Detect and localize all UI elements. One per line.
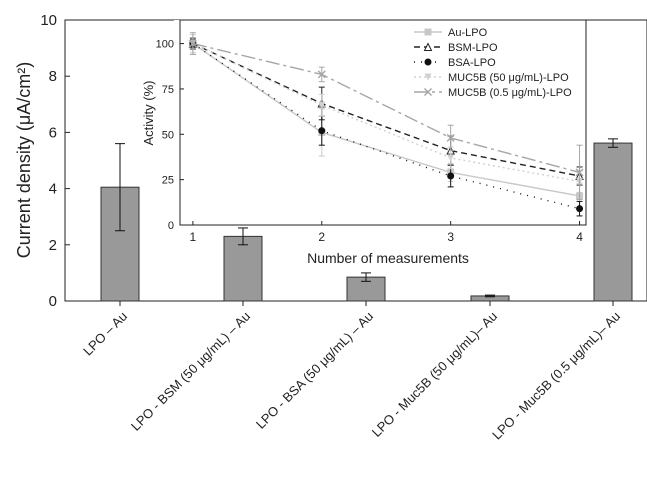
legend-label: MUC5B (50 μg/mL)-LPO (448, 72, 569, 84)
main-x-tick-label: LPO - Muc5B (0.5 μg/mL)– Au (489, 309, 623, 443)
marker-down-triangle (424, 73, 432, 81)
marker-square (424, 28, 432, 36)
bar (593, 142, 633, 302)
marker-x (188, 39, 197, 48)
main-y-tick-label: 8 (49, 68, 57, 85)
main-y-axis: 0 2 4 6 8 10 (40, 12, 70, 310)
marker-circle (576, 205, 584, 213)
marker-x (317, 70, 326, 79)
inset-series (188, 32, 584, 217)
main-x-tick-label: LPO - BSM (50 μg/mL) – Au (128, 309, 253, 434)
inset-y-axis-label: Activity (%) (141, 81, 156, 146)
inset-x-tick-label: 1 (190, 230, 197, 244)
legend-item: MUC5B (50 μg/mL)-LPO (414, 72, 569, 84)
inset-axes: 0 25 50 75 100 1 2 3 4 (156, 39, 584, 244)
inset-x-tick-label: 4 (576, 230, 583, 244)
legend-item: MUC5B (0.5 μg/mL)-LPO (414, 87, 572, 99)
main-y-tick-label: 6 (49, 124, 57, 141)
legend-label: MUC5B (0.5 μg/mL)-LPO (448, 87, 572, 99)
inset-line-chart: 0 25 50 75 100 1 2 3 4 Au-LPO BSM-LPO BSA-LPO MUC5B… (141, 19, 587, 266)
legend-label: BSA-LPO (448, 57, 496, 69)
marker-x (446, 133, 455, 142)
marker-x-stroke (424, 88, 432, 96)
inset-x-tick-label: 3 (447, 230, 454, 244)
main-x-tick-label: LPO – Au (80, 309, 130, 359)
inset-background (174, 20, 586, 225)
legend-label: BSM-LPO (448, 42, 498, 54)
main-y-tick-label: 10 (40, 12, 57, 29)
marker-circle (447, 172, 455, 180)
main-x-tick-label: LPO - BSA (50 μg/mL) – Au (253, 309, 376, 432)
marker-x-stroke (188, 39, 197, 48)
marker-x-stroke (317, 70, 326, 79)
inset-line (192, 43, 580, 197)
legend-label: Au-LPO (448, 27, 488, 39)
main-y-tick-label: 0 (49, 293, 57, 310)
inset-y-tick-label: 25 (162, 175, 174, 187)
inset-line (192, 43, 580, 210)
marker-down-triangle (447, 154, 455, 162)
inset-line (192, 42, 580, 177)
main-bars (100, 138, 633, 302)
bar (223, 235, 263, 302)
main-y-tick-label: 2 (49, 237, 57, 254)
marker-circle (424, 58, 432, 66)
main-x-tick-label: LPO - Muc5B (50 μg/mL)– Au (369, 309, 500, 440)
inset-plot-frame (179, 19, 587, 226)
main-y-axis-label: Current density (μA/cm²) (14, 62, 34, 258)
marker-down-triangle (318, 101, 326, 109)
marker-triangle (423, 42, 433, 51)
legend-item: BSA-LPO (414, 57, 496, 69)
inset-series-line (188, 32, 584, 201)
inset-y-tick-label: 100 (156, 39, 174, 51)
inset-line (192, 42, 580, 174)
inset-line (192, 42, 580, 183)
marker-x (424, 88, 432, 96)
inset-y-tick-label: 50 (162, 129, 174, 141)
legend-item: Au-LPO (414, 27, 488, 39)
legend-item: BSM-LPO (414, 42, 498, 54)
marker-x-stroke (446, 133, 455, 142)
marker-circle (318, 127, 326, 135)
inset-x-axis-label: Number of measurements (307, 250, 469, 266)
marker-x-stroke (575, 168, 584, 177)
inset-x-tick-label: 2 (318, 230, 325, 244)
inset-legend: Au-LPO BSM-LPO BSA-LPO MUC5B (50 μg/mL)-LPO… (414, 27, 572, 99)
inset-y-tick-label: 0 (168, 220, 174, 232)
marker-x (575, 168, 584, 177)
main-y-tick-label: 4 (49, 181, 57, 198)
inset-y-tick-label: 75 (162, 84, 174, 96)
